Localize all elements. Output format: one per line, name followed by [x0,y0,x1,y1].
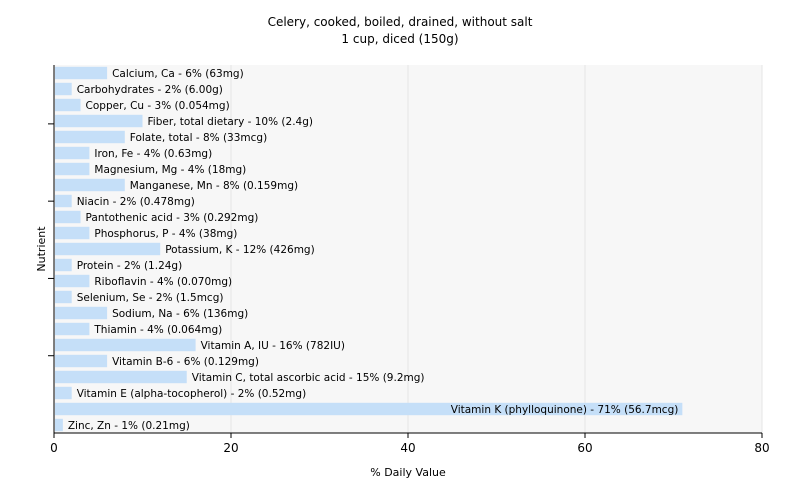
bar [55,130,125,144]
bar-label: Sodium, Na - 6% (136mg) [112,308,248,320]
x-tick-label: 40 [400,441,415,455]
bar [55,370,187,384]
x-tick-label: 60 [577,441,592,455]
bar [55,418,63,432]
bar-label: Copper, Cu - 3% (0.054mg) [86,100,230,112]
bar [55,258,72,272]
bar-label: Selenium, Se - 2% (1.5mcg) [77,292,224,304]
bar-label: Carbohydrates - 2% (6.00g) [77,84,223,96]
y-axis-title: Nutrient [35,226,48,272]
bar [55,242,161,256]
x-tick-label: 20 [223,441,238,455]
chart-title: Celery, cooked, boiled, drained, without… [267,15,533,29]
bar [55,114,143,128]
bar-label: Thiamin - 4% (0.064mg) [93,324,222,336]
bar-label: Protein - 2% (1.24g) [77,260,183,272]
bar-label: Phosphorus, P - 4% (38mg) [94,228,237,240]
bar-label: Riboflavin - 4% (0.070mg) [94,276,232,288]
bar-label: Fiber, total dietary - 10% (2.4g) [148,116,313,128]
bar-label: Zinc, Zn - 1% (0.21mg) [68,420,190,432]
bar [55,178,125,192]
bar-label: Pantothenic acid - 3% (0.292mg) [86,212,259,224]
bar-label: Vitamin C, total ascorbic acid - 15% (9.… [192,372,425,384]
bar-label: Vitamin E (alpha-tocopherol) - 2% (0.52m… [77,388,307,400]
bar-label: Folate, total - 8% (33mcg) [130,132,267,144]
bar-label: Magnesium, Mg - 4% (18mg) [94,164,246,176]
bar [55,290,72,304]
bar [55,274,90,288]
bar-label: Vitamin K (phylloquinone) - 71% (56.7mcg… [451,404,679,416]
bar-label: Vitamin A, IU - 16% (782IU) [201,340,345,352]
bar-label: Manganese, Mn - 8% (0.159mg) [130,180,298,192]
bar [55,386,72,400]
bar [55,98,81,112]
bar [55,146,90,160]
x-axis-title: % Daily Value [370,466,446,479]
bar [55,210,81,224]
bar-label: Vitamin B-6 - 6% (0.129mg) [112,356,259,368]
bar [55,354,108,368]
bar [55,322,90,336]
bar [55,402,683,416]
bar [55,338,196,352]
bar-label: Potassium, K - 12% (426mg) [165,244,315,256]
bar [55,226,90,240]
bar [55,66,108,80]
bar [55,162,90,176]
bar-label: Calcium, Ca - 6% (63mg) [112,68,244,80]
bar [55,82,72,96]
chart-subtitle: 1 cup, diced (150g) [341,32,459,46]
bar [55,306,108,320]
bar-label: Iron, Fe - 4% (0.63mg) [94,148,212,160]
bar [55,194,72,208]
x-tick-label: 0 [50,441,58,455]
bar-label: Niacin - 2% (0.478mg) [77,196,195,208]
x-tick-label: 80 [754,441,769,455]
